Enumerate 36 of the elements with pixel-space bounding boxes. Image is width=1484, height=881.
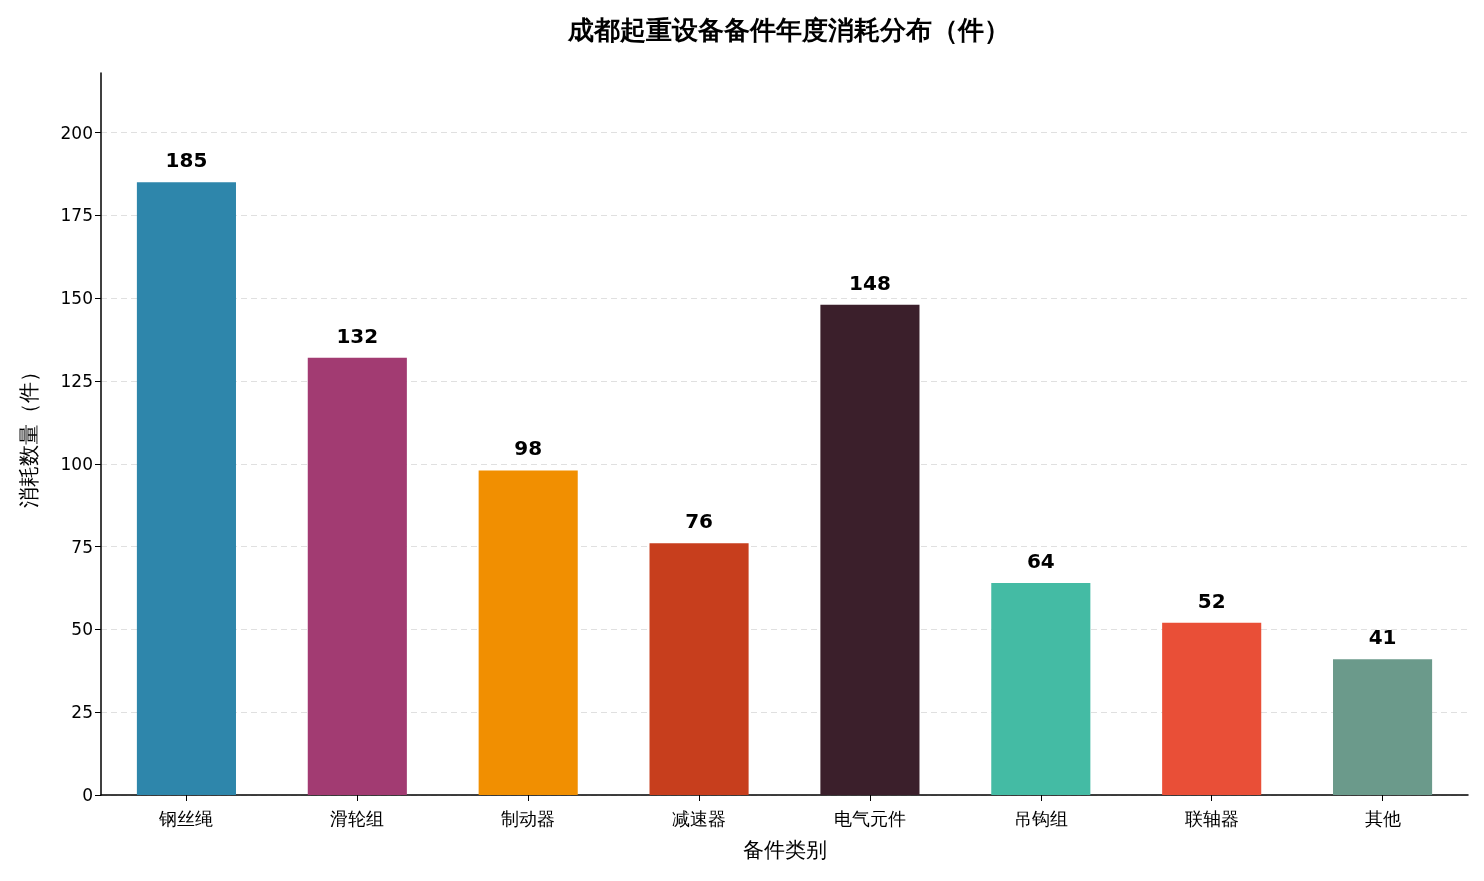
- bar: [991, 583, 1091, 795]
- data-label: 52: [1197, 588, 1226, 613]
- y-tick-label: 50: [71, 619, 93, 640]
- bar: [307, 357, 407, 795]
- data-label: 185: [165, 148, 208, 173]
- y-tick-label: 100: [60, 453, 93, 474]
- bar: [478, 470, 578, 795]
- bar: [1162, 622, 1262, 795]
- y-tick-label: 200: [60, 122, 93, 143]
- y-tick-label: 25: [71, 702, 93, 723]
- x-tick-label: 联轴器: [1184, 807, 1239, 829]
- x-tick-label: 制动器: [501, 807, 556, 829]
- x-tick-label: 吊钩组: [1013, 807, 1068, 829]
- y-tick-label: 175: [60, 205, 93, 226]
- data-label: 64: [1026, 549, 1055, 574]
- data-label: 76: [685, 509, 713, 534]
- y-tick-label: 125: [60, 371, 93, 392]
- bar: [1333, 659, 1433, 795]
- x-tick-label: 电气元件: [833, 807, 906, 829]
- bar: [820, 304, 920, 795]
- x-tick-label: 钢丝绳: [158, 807, 214, 829]
- data-label: 148: [849, 270, 891, 295]
- data-label: 132: [336, 323, 379, 348]
- x-axis-title: 备件类别: [742, 837, 827, 862]
- bar: [649, 543, 749, 795]
- bar: [136, 182, 236, 795]
- chart-title: 成都起重设备备件年度消耗分布（件）: [567, 15, 1010, 45]
- x-tick-label: 滑轮组: [330, 807, 385, 829]
- y-axis-title: 消耗数量（件）: [16, 360, 41, 508]
- data-label: 41: [1368, 625, 1397, 650]
- x-tick-label: 减速器: [672, 807, 727, 829]
- y-tick-label: 150: [60, 288, 93, 309]
- data-label: 98: [514, 436, 543, 461]
- y-tick-label: 0: [82, 785, 93, 805]
- y-tick-label: 75: [71, 536, 93, 557]
- x-tick-label: 其他: [1364, 807, 1401, 829]
